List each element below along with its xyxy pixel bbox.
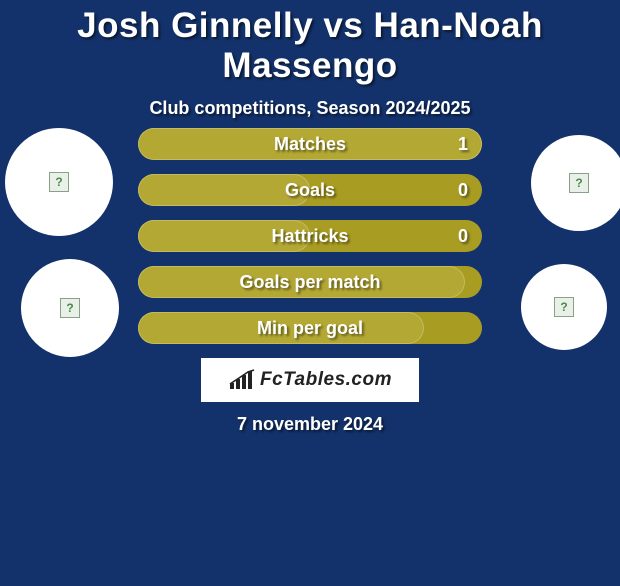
placeholder-icon — [49, 172, 69, 192]
stat-row-hattricks: Hattricks 0 — [138, 220, 482, 252]
avatar-club-1 — [21, 259, 119, 357]
placeholder-icon — [569, 173, 589, 193]
placeholder-icon — [554, 297, 574, 317]
barchart-icon — [228, 369, 256, 391]
stat-label: Matches — [138, 128, 482, 160]
placeholder-icon — [60, 298, 80, 318]
stat-row-min-per-goal: Min per goal — [138, 312, 482, 344]
stat-label: Min per goal — [138, 312, 482, 344]
stat-row-goals-per-match: Goals per match — [138, 266, 482, 298]
stat-row-matches: Matches 1 — [138, 128, 482, 160]
date-text: 7 november 2024 — [0, 414, 620, 435]
page-title: Josh Ginnelly vs Han-Noah Massengo — [0, 6, 620, 86]
avatar-player-2 — [531, 135, 620, 231]
stat-value: 0 — [458, 220, 468, 252]
avatar-club-2 — [521, 264, 607, 350]
brand-badge: FcTables.com — [201, 358, 419, 402]
page-subtitle: Club competitions, Season 2024/2025 — [0, 98, 620, 119]
stat-row-goals: Goals 0 — [138, 174, 482, 206]
stat-value: 0 — [458, 174, 468, 206]
brand-text: FcTables.com — [260, 369, 392, 391]
stat-label: Goals per match — [138, 266, 482, 298]
stat-value: 1 — [458, 128, 468, 160]
stat-rows: Matches 1 Goals 0 Hattricks 0 Goals per … — [138, 128, 482, 358]
stat-label: Goals — [138, 174, 482, 206]
avatar-player-1 — [5, 128, 113, 236]
stat-label: Hattricks — [138, 220, 482, 252]
